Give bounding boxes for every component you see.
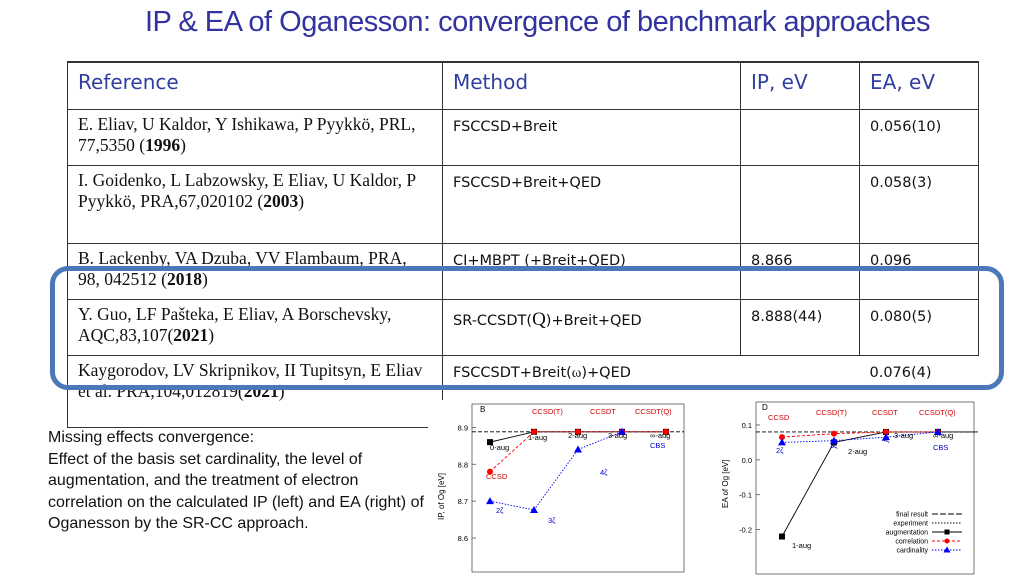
method-cell: FSCCSD+Breit+QED: [442, 165, 741, 244]
table-row: B. Lackenby, VA Dzuba, VV Flambaum, PRA,…: [67, 243, 979, 300]
table-header-row: Reference Method IP, eV EA, eV: [67, 61, 979, 110]
y-tick-label: 0.1: [742, 421, 752, 430]
cardinality-point: [830, 436, 838, 444]
legend-label: final result: [896, 512, 928, 519]
label-4z: 4ζ: [882, 435, 890, 444]
augmentation-point: [487, 439, 493, 446]
label-1-aug: 1-aug: [792, 541, 811, 550]
panel-label: D: [762, 403, 768, 412]
cardinality-point: [934, 427, 942, 435]
y-tick-label: 8.8: [458, 460, 468, 469]
label-inf-aug: ∞-aug: [933, 431, 953, 440]
y-tick-label: 8.7: [458, 497, 468, 506]
label-2z: 2ζ: [776, 446, 784, 455]
legend-label: experiment: [893, 521, 928, 528]
ea-cell: 0.080(5): [859, 299, 979, 356]
correlation-point: [531, 428, 537, 435]
label-0-aug: 0-aug: [490, 443, 509, 452]
method-cell: FSCCSD+Breit: [442, 109, 741, 166]
correlation-line: [489, 431, 666, 472]
y-axis-label: EA of Og [eV]: [721, 460, 730, 508]
ip-convergence-chart: B IP, of Og [eV] 8.6 8.7 8.8 8.9 CCSD(T) CC…: [428, 400, 688, 576]
reference-cell: Y. Guo, LF Pašteka, E Eliav, A Borschevs…: [67, 299, 443, 356]
highlight-frame: [50, 266, 1004, 390]
label-ccsd: CCSD: [486, 472, 508, 481]
ip-cell: [740, 165, 860, 244]
caption-note: Missing effects convergence: Effect of t…: [48, 427, 428, 535]
cardinality-point: [574, 445, 582, 453]
label-inf-aug: ∞-aug: [650, 431, 670, 440]
correlation-point: [883, 428, 889, 435]
table-row: I. Goidenko, L Labzowsky, E Eliav, U Kal…: [67, 165, 979, 244]
y-tick-label: 0.0: [742, 456, 752, 465]
correlation-point: [487, 468, 493, 475]
cardinality-line: [489, 431, 623, 511]
legend-label: cardinality: [896, 548, 928, 555]
y-axis-label: IP, of Og [eV]: [437, 473, 446, 520]
augmentation-point: [944, 529, 950, 535]
label-cbs: CBS: [933, 443, 948, 452]
panel-label: B: [480, 405, 485, 414]
note-body: Effect of the basis set cardinality, the…: [48, 450, 424, 533]
correlation-point: [779, 434, 785, 441]
y-tick-label: -0.1: [739, 491, 752, 500]
reference-cell: E. Eliav, U Kaldor, Y Ishikawa, P Pyykkö…: [67, 109, 443, 166]
table-row: E. Eliav, U Kaldor, Y Ishikawa, P Pyykkö…: [67, 109, 979, 166]
correlation-point: [663, 428, 669, 435]
ip-cell: [740, 109, 860, 166]
cardinality-point: [882, 433, 890, 441]
ea-cell: 0.096: [859, 243, 979, 300]
label-2z: 2ζ: [496, 506, 504, 515]
label-1-aug: 1-aug: [528, 433, 547, 442]
y-tick-label: 8.6: [458, 534, 468, 543]
note-heading: Missing effects convergence:: [48, 429, 255, 446]
y-tick-label: 8.9: [458, 423, 468, 432]
label-2-aug: 2-aug: [848, 447, 867, 456]
label-3-aug: 3-aug: [894, 431, 913, 440]
label-ccsd-t: CCSD(T): [816, 408, 847, 417]
ea-convergence-chart: D EA of Og [eV] 0.1 0.0 -0.1 -0.2 CCSD CCSD…: [716, 398, 978, 576]
label-3z: 3ζ: [830, 441, 838, 450]
label-ccsdt-q: CCSDT(Q): [919, 408, 956, 417]
ea-cell: 0.058(3): [859, 165, 979, 244]
cardinality-point: [618, 427, 626, 435]
cardinality-point: [486, 497, 494, 505]
label-ccsdt: CCSDT: [590, 407, 616, 416]
augmentation-point: [779, 533, 785, 540]
cardinality-point: [778, 438, 786, 446]
label-ccsd-t: CCSD(T): [532, 407, 563, 416]
header-ea: EA, eV: [859, 61, 979, 110]
label-ccsdt-q: CCSDT(Q): [635, 407, 672, 416]
label-ccsd: CCSD: [768, 413, 790, 422]
label-4z: 4ζ: [600, 468, 608, 477]
legend-label: augmentation: [886, 530, 929, 537]
ip-cell: 8.888(44): [740, 299, 860, 356]
ea-cell: 0.056(10): [859, 109, 979, 166]
cardinality-point: [530, 505, 538, 513]
correlation-line: [781, 431, 938, 438]
header-reference: Reference: [67, 61, 443, 110]
legend-label: correlation: [895, 539, 928, 546]
label-cbs: CBS: [650, 441, 665, 450]
table-row: Y. Guo, LF Pašteka, E Eliav, A Borschevs…: [67, 299, 979, 356]
label-2-aug: 2-aug: [568, 431, 587, 440]
correlation-point: [831, 430, 837, 437]
label-ccsdt: CCSDT: [872, 408, 898, 417]
reference-cell: B. Lackenby, VA Dzuba, VV Flambaum, PRA,…: [67, 243, 443, 300]
cardinality-point: [943, 546, 951, 553]
correlation-point: [944, 538, 950, 544]
header-ip: IP, eV: [740, 61, 860, 110]
correlation-point: [575, 428, 581, 435]
cardinality-line: [781, 431, 939, 443]
slide-title: IP & EA of Oganesson: convergence of ben…: [144, 6, 931, 38]
header-method: Method: [442, 61, 741, 110]
y-tick-label: -0.2: [739, 526, 752, 535]
label-3z: 3ζ: [548, 516, 556, 525]
references-table: Reference Method IP, eV EA, eV E. Eliav,…: [67, 61, 979, 428]
label-3-aug: 3-aug: [608, 431, 627, 440]
reference-cell: I. Goidenko, L Labzowsky, E Eliav, U Kal…: [67, 165, 443, 244]
